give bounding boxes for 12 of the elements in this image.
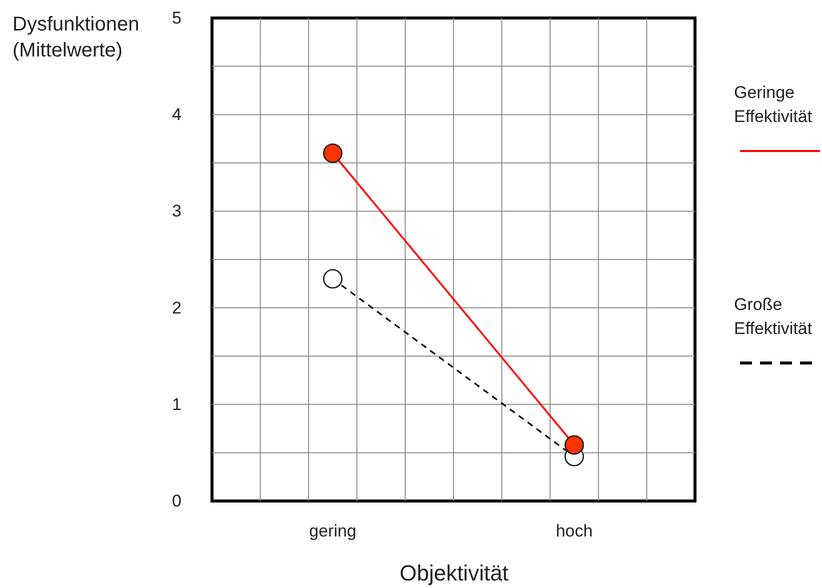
- y-tick-label: 5: [172, 8, 182, 28]
- y-tick-label: 2: [172, 298, 182, 318]
- y-tick-label: 4: [172, 105, 182, 124]
- x-tick-label: hoch: [556, 522, 593, 540]
- y-tick-label: 3: [172, 202, 182, 221]
- x-tick-label: gering: [309, 522, 356, 540]
- y-tick-label: 0: [172, 492, 182, 510]
- text: Große Effektivität: [734, 295, 812, 338]
- y-axis-title: Dysfunktionen (Mittelwerte): [12, 14, 140, 62]
- x-axis-title: Objektivität: [400, 560, 508, 586]
- text: Geringe Effektivität: [734, 83, 812, 126]
- y-tick-label: 1: [172, 394, 182, 414]
